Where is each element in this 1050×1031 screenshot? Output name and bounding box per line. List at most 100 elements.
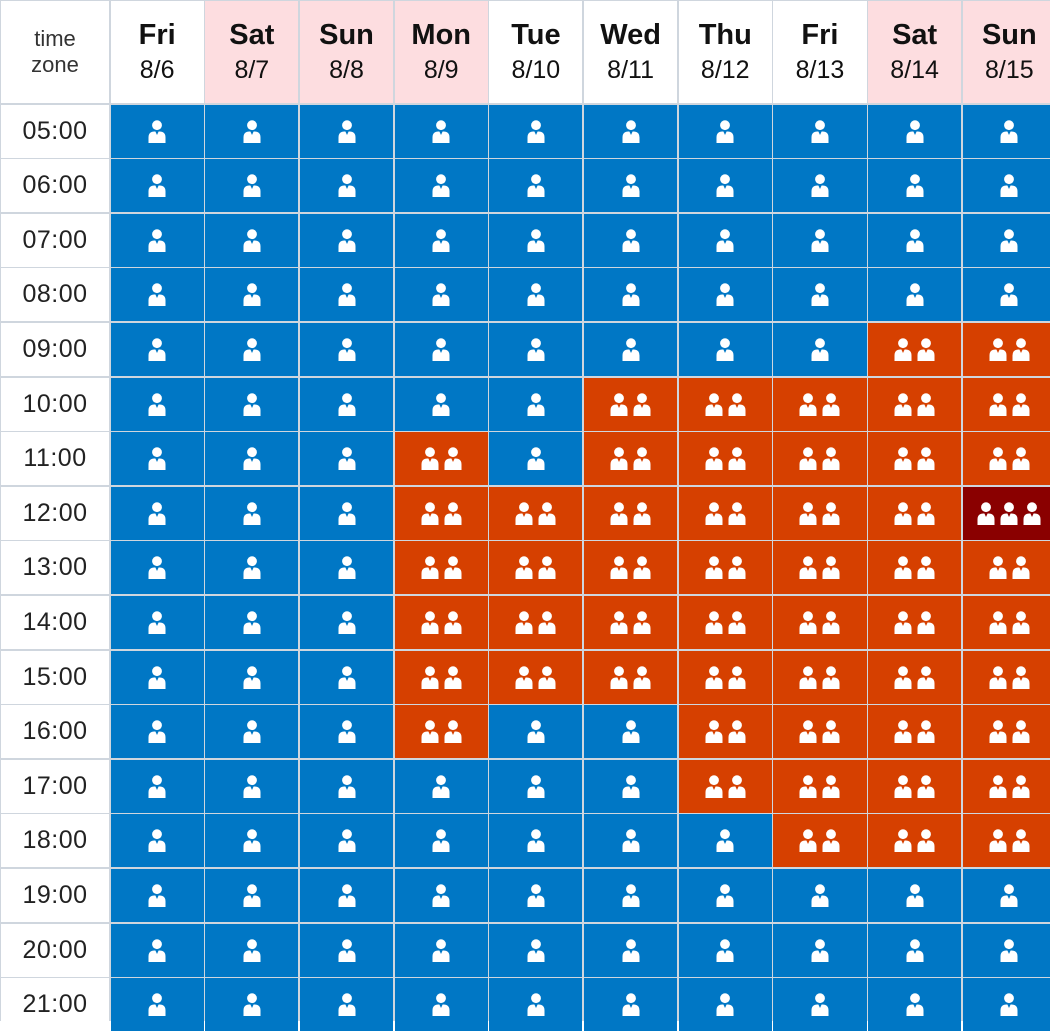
person-icon: [705, 775, 746, 798]
crowd-level-cell: [962, 541, 1050, 595]
day-name: Sat: [229, 19, 275, 51]
crowd-level-cell: [678, 432, 772, 486]
person-icon: [243, 665, 261, 689]
crowd-level-cell: [868, 486, 962, 540]
person-icon: [432, 229, 450, 252]
crowd-level-cell: [962, 268, 1050, 322]
time-label: 09:00: [1, 322, 109, 376]
person-icon: [148, 119, 166, 143]
day-name: Fri: [138, 19, 176, 51]
crowd-level-cell: [205, 759, 299, 813]
time-label: 19:00: [1, 868, 109, 922]
crowd-level-cell: [205, 595, 299, 649]
time-label: 20:00: [1, 923, 109, 977]
crowd-level-cell: [489, 322, 583, 376]
person-icon: [610, 447, 651, 471]
crowd-level-cell: [110, 814, 204, 868]
person-icon: [716, 174, 734, 198]
day-date: 8/7: [234, 56, 270, 84]
person-icon: [243, 283, 261, 307]
person-icon: [421, 665, 462, 689]
time-zone-label-line2: zone: [31, 52, 79, 77]
crowd-level-cell: [489, 650, 583, 704]
crowd-level-cell: [678, 814, 772, 868]
crowd-level-cell: [773, 978, 867, 1031]
crowd-level-cell: [299, 213, 394, 267]
crowd-level-cell: [205, 868, 299, 922]
crowd-level-cell: [110, 432, 204, 486]
person-icon: [527, 229, 545, 252]
person-icon: [243, 720, 261, 744]
crowd-level-cell: [678, 650, 772, 704]
crowd-level-cell: [394, 213, 488, 267]
crowd-level-cell: [678, 923, 772, 977]
crowd-level-cell: [299, 486, 394, 540]
person-icon: [338, 775, 356, 798]
crowd-level-cell: [299, 595, 394, 649]
crowd-level-cell: [110, 650, 204, 704]
crowd-level-cell: [110, 923, 204, 977]
person-icon: [1000, 938, 1018, 962]
person-icon: [705, 392, 746, 416]
person-icon: [799, 775, 840, 798]
day-name: Fri: [801, 19, 839, 51]
person-icon: [243, 775, 261, 798]
person-icon: [243, 119, 261, 143]
person-icon: [989, 611, 1030, 634]
crowd-level-cell: [299, 814, 394, 868]
day-date: 8/13: [795, 56, 845, 84]
person-icon: [610, 665, 651, 689]
person-icon: [1000, 174, 1018, 198]
day-date: 8/15: [984, 56, 1034, 84]
crowd-level-cell: [489, 377, 583, 431]
crowd-level-cell: [773, 322, 867, 376]
person-icon: [421, 720, 462, 744]
crowd-level-cell: [773, 486, 867, 540]
crowd-level-cell: [584, 159, 678, 213]
person-icon: [148, 938, 166, 962]
person-icon: [799, 502, 840, 525]
person-icon: [527, 829, 545, 853]
person-icon: [716, 884, 734, 907]
person-icon: [622, 174, 640, 198]
day-date: 8/6: [139, 56, 175, 84]
crowd-level-cell: [773, 159, 867, 213]
crowd-level-cell: [584, 322, 678, 376]
person-icon: [432, 993, 450, 1017]
crowd-level-cell: [678, 322, 772, 376]
person-icon: [906, 938, 924, 962]
person-icon: [989, 338, 1030, 361]
crowd-level-cell: [489, 104, 583, 158]
crowd-level-cell: [678, 268, 772, 322]
crowd-level-cell: [584, 868, 678, 922]
day-date: 8/14: [890, 56, 939, 84]
person-icon: [148, 283, 166, 307]
person-icon: [705, 665, 746, 689]
person-icon: [432, 884, 450, 907]
crowd-level-cell: [868, 650, 962, 704]
crowd-level-cell: [868, 104, 962, 158]
person-icon: [432, 829, 450, 853]
person-icon: [799, 665, 840, 689]
person-icon: [338, 392, 356, 416]
person-icon: [989, 829, 1030, 853]
person-icon: [622, 829, 640, 853]
person-icon: [977, 502, 1041, 525]
day-name: Thu: [698, 19, 752, 51]
time-label: 08:00: [1, 268, 109, 322]
day-name: Tue: [511, 19, 561, 51]
person-icon: [989, 665, 1030, 689]
crowd-level-cell: [584, 595, 678, 649]
crowd-level-cell: [773, 213, 867, 267]
crowd-level-cell: [584, 759, 678, 813]
person-icon: [148, 720, 166, 744]
time-label: 13:00: [1, 541, 109, 595]
crowd-level-cell: [394, 978, 488, 1031]
person-icon: [705, 556, 746, 580]
crowd-level-cell: [868, 541, 962, 595]
person-icon: [799, 611, 840, 634]
person-icon: [421, 502, 462, 525]
crowd-level-cell: [299, 868, 394, 922]
person-icon: [527, 283, 545, 307]
crowd-level-cell: [205, 322, 299, 376]
